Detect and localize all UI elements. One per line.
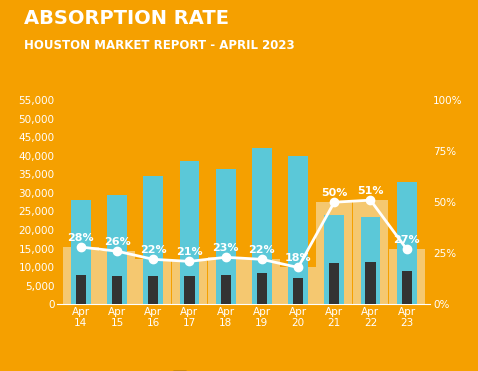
Text: 22%: 22% (140, 245, 167, 255)
Bar (324, 215, 344, 304)
Bar (389, 249, 424, 304)
Text: 27%: 27% (393, 234, 420, 244)
Text: ABSORPTION RATE: ABSORPTION RATE (24, 9, 229, 28)
Bar (135, 259, 171, 304)
Bar (180, 161, 199, 304)
Bar (280, 267, 316, 304)
Text: 21%: 21% (176, 247, 203, 257)
Bar (208, 257, 244, 304)
Legend: Active Listing, Property Sales, New Absorption Rate: Active Listing, Property Sales, New Abso… (64, 367, 424, 371)
Bar (257, 273, 267, 304)
Bar (329, 263, 339, 304)
Text: 22%: 22% (249, 245, 275, 255)
Text: 23%: 23% (212, 243, 239, 253)
Bar (216, 169, 236, 304)
Bar (288, 156, 308, 304)
Text: 51%: 51% (357, 186, 384, 196)
Bar (185, 276, 195, 304)
Text: 28%: 28% (67, 233, 94, 243)
Bar (71, 200, 91, 304)
Bar (402, 271, 412, 304)
Bar (316, 202, 352, 304)
Text: 50%: 50% (321, 188, 348, 198)
Bar (76, 275, 86, 304)
Text: HOUSTON MARKET REPORT - APRIL 2023: HOUSTON MARKET REPORT - APRIL 2023 (24, 39, 294, 52)
Bar (148, 276, 158, 304)
Bar (353, 200, 389, 304)
Bar (63, 247, 99, 304)
Text: 18%: 18% (285, 253, 311, 263)
Bar (221, 275, 231, 304)
Bar (293, 278, 303, 304)
Bar (112, 276, 122, 304)
Bar (252, 148, 272, 304)
Bar (99, 251, 135, 304)
Bar (360, 217, 380, 304)
Bar (143, 176, 163, 304)
Bar (397, 182, 417, 304)
Text: 26%: 26% (104, 237, 130, 247)
Bar (107, 195, 127, 304)
Bar (365, 262, 376, 304)
Bar (244, 259, 280, 304)
Bar (172, 261, 207, 304)
